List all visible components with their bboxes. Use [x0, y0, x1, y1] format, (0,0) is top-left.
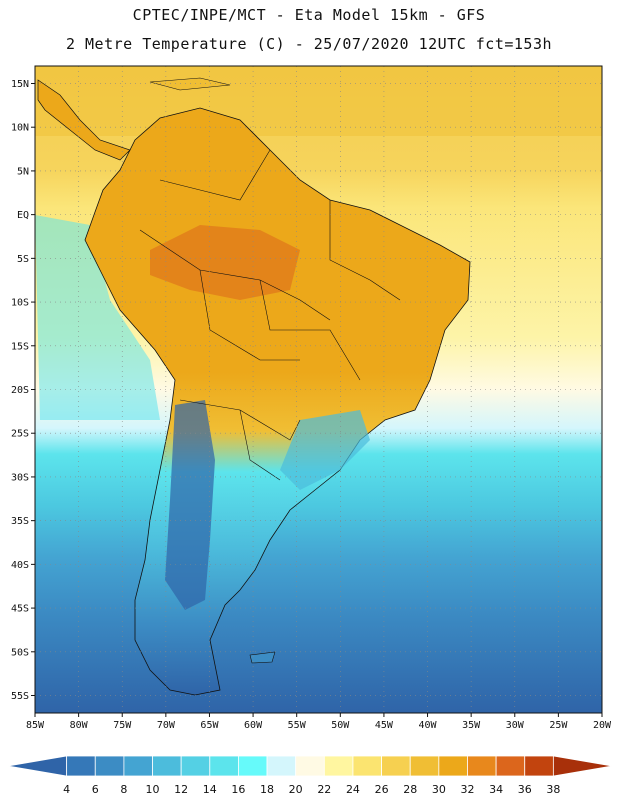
lat-label: 5S: [17, 254, 29, 265]
lat-label: 35S: [11, 516, 29, 527]
lon-label: 60W: [244, 720, 263, 731]
lon-label: 70W: [157, 720, 176, 731]
lat-label: 30S: [11, 472, 29, 483]
colorbar-swatch: [209, 755, 239, 777]
lon-label: 30W: [506, 720, 525, 731]
pacific-cool-tongue: [35, 215, 160, 420]
colorbar-swatch: [180, 755, 211, 777]
colorbar-swatch: [524, 755, 554, 777]
lat-label: EQ: [17, 210, 29, 221]
colorbar-tick-label: 6: [92, 783, 99, 796]
lon-label: 50W: [331, 720, 350, 731]
title-line-1: CPTEC/INPE/MCT - Eta Model 15km - GFS: [132, 6, 486, 24]
temperature-colorbar: 4 6 8 10 12 14 16 18 20 22 24 26 28 30 32 34 36 38: [7, 755, 613, 796]
colorbar-swatch: [295, 755, 325, 777]
lon-label: 45W: [375, 720, 394, 731]
title-line-2: 2 Metre Temperature (C) - 25/07/2020 12U…: [65, 35, 553, 53]
colorbar-swatch: [467, 755, 497, 777]
colorbar-tick-label: 22: [317, 783, 331, 796]
map-area: [35, 66, 602, 713]
colorbar-swatch: [352, 755, 382, 777]
lat-label: 45S: [11, 604, 29, 615]
lat-label: 25S: [11, 429, 29, 440]
lon-label: 85W: [26, 720, 45, 731]
colorbar-tick-label: 30: [432, 783, 446, 796]
north-warm-band: [35, 66, 602, 136]
lon-label: 20W: [593, 720, 612, 731]
falkland-islands: [249, 651, 276, 664]
colorbar-tick-label: 20: [289, 783, 303, 796]
colorbar-tick-label: 34: [489, 783, 503, 796]
colorbar-tick-label: 24: [346, 783, 360, 796]
colorbar-swatch: [409, 755, 440, 777]
colorbar-swatch: [552, 755, 613, 777]
lat-label: 15S: [11, 341, 29, 352]
colorbar-swatch: [495, 755, 526, 777]
colorbar-swatch: [66, 755, 96, 777]
colorbar-swatch: [123, 755, 153, 777]
lon-label: 40W: [419, 720, 438, 731]
lat-label: 10N: [11, 123, 29, 134]
colorbar-swatch: [381, 755, 411, 777]
lon-label: 80W: [70, 720, 89, 731]
colorbar-swatch: [238, 755, 268, 777]
colorbar-tick-label: 4: [63, 783, 70, 796]
colorbar-tick-label: 28: [403, 783, 417, 796]
lat-label: 40S: [11, 560, 29, 571]
lat-label: 50S: [11, 647, 29, 658]
colorbar-swatch: [438, 755, 468, 777]
colorbar-swatch: [94, 755, 125, 777]
caribbean-islands: [149, 77, 231, 91]
lat-label: 20S: [11, 385, 29, 396]
lat-label: 15N: [11, 79, 29, 90]
lat-label: 55S: [11, 691, 29, 702]
colorbar-swatch: [323, 755, 354, 777]
lat-label: 5N: [17, 166, 29, 177]
andes-cold-strip: [165, 400, 215, 610]
lon-label: 75W: [113, 720, 132, 731]
central-america: [37, 79, 131, 161]
latitude-axis: 15N 10N 5N EQ 5S 10S 15S 20S 25S 30S 35S 40S 45S 50S 5…: [11, 79, 35, 702]
colorbar-swatch: [7, 755, 68, 777]
colorbar-swatch: [152, 755, 182, 777]
colorbar-tick-label: 16: [231, 783, 245, 796]
lon-label: 25W: [549, 720, 568, 731]
lon-label: 35W: [462, 720, 481, 731]
colorbar-tick-label: 36: [518, 783, 532, 796]
colorbar-tick-label: 8: [120, 783, 127, 796]
longitude-axis: 85W 80W 75W 70W 65W 60W 55W 50W 45W 40W 35W 30W 25W 2…: [26, 713, 612, 731]
colorbar-tick-label: 12: [174, 783, 188, 796]
southern-brazil-cool: [280, 410, 370, 490]
lon-label: 55W: [288, 720, 307, 731]
colorbar-tick-label: 14: [203, 783, 217, 796]
colorbar-tick-label: 10: [146, 783, 160, 796]
colorbar-tick-label: 32: [460, 783, 474, 796]
lon-label: 65W: [200, 720, 219, 731]
country-borders: [139, 149, 401, 481]
lat-label: 10S: [11, 298, 29, 309]
colorbar-tick-label: 18: [260, 783, 274, 796]
colorbar-swatch: [266, 755, 297, 777]
colorbar-tick-label: 26: [375, 783, 389, 796]
colorbar-tick-label: 38: [546, 783, 560, 796]
